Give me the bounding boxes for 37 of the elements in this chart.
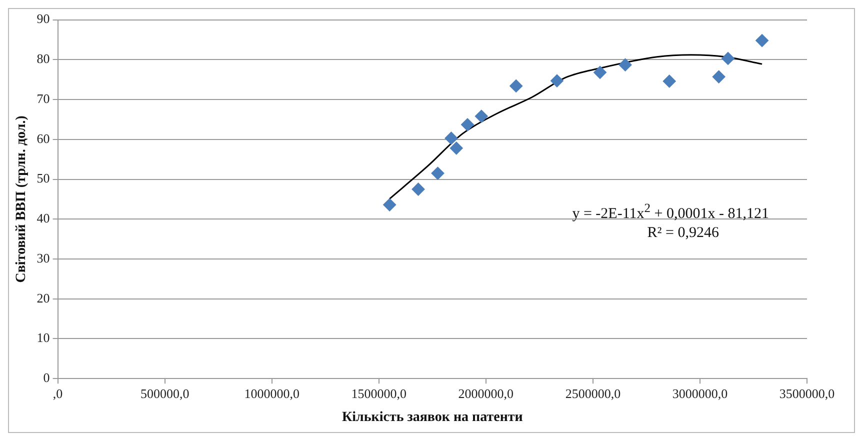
point	[722, 52, 735, 65]
annotation: y = -2E-11x$^{2}$ + 0,0001x - 81,121	[571, 200, 769, 224]
point	[662, 74, 676, 88]
y-tick-label: 50	[36, 170, 50, 186]
x-tick-label: ,0	[52, 386, 63, 401]
y-tick-label: 80	[36, 51, 50, 66]
x-tick-label: 1500000,0	[351, 386, 407, 401]
point	[510, 79, 523, 92]
x-tick-label: 500000,0	[140, 386, 190, 401]
y-tick-label: 90	[36, 11, 50, 26]
y-axis-title: Світовий ВВП (трлн. дол.)	[14, 115, 30, 283]
x-tick-label: 1000000,0	[244, 386, 300, 401]
x-tick-label: 2000000,0	[458, 386, 514, 401]
point	[550, 74, 564, 88]
point	[444, 132, 458, 145]
point	[474, 110, 488, 123]
point	[450, 142, 463, 155]
y-tick-label: 0	[43, 370, 50, 386]
point	[756, 34, 769, 48]
point	[618, 58, 632, 72]
x-tick-label: 3000000,0	[672, 386, 728, 401]
y-tick-label: 10	[36, 330, 50, 346]
y-tick-label: 30	[36, 250, 50, 266]
point	[431, 166, 444, 180]
point	[383, 198, 396, 212]
annotation: R² = 0,9246	[646, 224, 720, 243]
y-tick-label: 60	[36, 130, 50, 146]
point	[712, 70, 726, 84]
y-tick-label: 40	[36, 210, 50, 226]
x-tick-label: 3500000,0	[779, 386, 835, 401]
x-axis-title: Кількість заявок на патенти	[342, 410, 523, 426]
point	[594, 66, 607, 79]
x-tick-label: 2500000,0	[565, 386, 621, 401]
y-tick-label: 70	[36, 90, 50, 106]
point	[461, 118, 474, 132]
y-tick-label: 20	[36, 290, 50, 306]
point	[412, 182, 425, 196]
